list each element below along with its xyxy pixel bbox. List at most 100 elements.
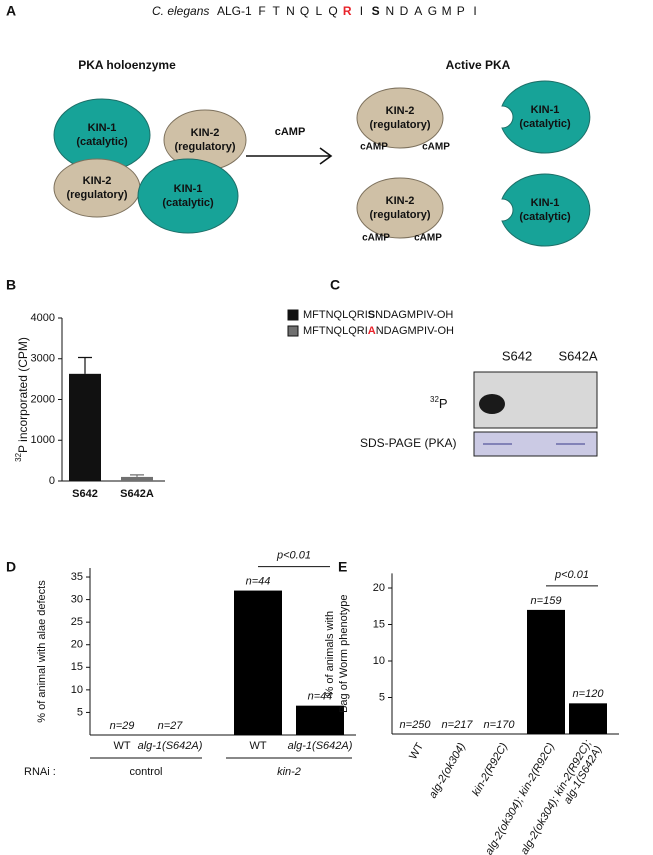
superscript: 32 — [430, 395, 439, 404]
n-label: n=170 — [484, 719, 516, 731]
y-tick-label: 0 — [49, 475, 55, 487]
significance-label: p<0.01 — [554, 569, 589, 581]
protein: ALG-1 — [217, 4, 252, 18]
n-label: n=120 — [573, 688, 605, 700]
catalytic-subunit — [501, 173, 591, 247]
residue: N — [385, 4, 394, 18]
y-tick-label: 10 — [71, 684, 83, 696]
node-label: KIN-1 — [531, 197, 560, 209]
n-label: n=27 — [158, 720, 184, 732]
y-tick-label: 30 — [71, 594, 83, 606]
x-tick-label: alg-2(ok304); kin-2(R92C);alg-1(S642A) — [518, 738, 604, 855]
lane-label: S642 — [502, 348, 532, 363]
residue: P — [457, 4, 465, 18]
y-axis-label-text: P incorporated (CPM) — [16, 337, 30, 453]
y-axis-label: Bag of Worm phenotype — [338, 594, 350, 712]
camp-label: cAMP — [362, 233, 390, 244]
node-label: (regulatory) — [66, 189, 127, 201]
x-tick-label: WT — [113, 740, 130, 752]
regulatory-subunit — [356, 87, 444, 149]
bar — [234, 590, 282, 735]
heading: PKA holoenzyme — [78, 58, 176, 72]
residue: I — [473, 4, 476, 18]
residue: R — [343, 4, 352, 18]
node-label: (catalytic) — [519, 211, 571, 223]
node-label: KIN-2 — [386, 195, 415, 207]
bar — [527, 609, 565, 734]
residue: T — [273, 4, 281, 18]
residue: Q — [300, 4, 309, 18]
y-tick-label: 2000 — [31, 393, 55, 405]
y-tick-label: 20 — [71, 639, 83, 651]
arrow-head — [319, 147, 333, 165]
catalytic-subunit — [501, 80, 591, 154]
legend-swatch — [287, 325, 299, 337]
x-tick-label: alg-1(S642A) — [288, 740, 353, 752]
residue: F — [258, 4, 265, 18]
y-tick-label: 20 — [373, 582, 385, 594]
node-label: (catalytic) — [519, 118, 571, 130]
regulatory-subunit — [356, 177, 444, 239]
bar — [121, 476, 153, 481]
panel-label: C — [330, 277, 340, 293]
n-label: n=250 — [400, 719, 432, 731]
bar — [569, 703, 607, 734]
x-tick-label: alg-1(S642A) — [138, 740, 203, 752]
group-label: control — [129, 766, 162, 778]
active — [356, 80, 591, 247]
residue: G — [428, 4, 437, 18]
x-tick-label: WT — [407, 741, 426, 762]
residue: M — [442, 4, 452, 18]
n-label: n=217 — [442, 719, 474, 731]
residue: D — [400, 4, 409, 18]
panel-label: B — [6, 277, 16, 293]
x-tick-label: WT — [249, 740, 266, 752]
residue: L — [315, 4, 322, 18]
group-prefix: RNAi : — [24, 766, 56, 778]
x-tick-label: S642 — [72, 488, 98, 500]
n-label: n=44 — [246, 575, 271, 587]
error-bar — [130, 474, 144, 477]
camp-label: cAMP — [360, 142, 388, 153]
legend-swatch — [287, 309, 299, 321]
camp-label: cAMP — [422, 142, 450, 153]
panel-label: E — [338, 559, 347, 575]
holoenzyme — [53, 98, 247, 234]
arrow-label: cAMP — [275, 126, 306, 138]
node-label: KIN-2 — [386, 105, 415, 117]
y-tick-label: 4000 — [31, 312, 55, 324]
signal-spot — [479, 394, 505, 414]
residue: Q — [328, 4, 337, 18]
node-label: KIN-1 — [174, 183, 203, 195]
node-label: (catalytic) — [162, 197, 214, 209]
blot: S642 S642A 32P SDS-PAGE (PKA) — [360, 348, 598, 457]
y-tick-label: 5 — [379, 691, 385, 703]
y-tick-label: 25 — [71, 616, 83, 628]
x-tick-label: S642A — [120, 488, 154, 500]
node-label: KIN-1 — [531, 104, 560, 116]
arrow: cAMP — [246, 126, 333, 165]
n-label: n=159 — [531, 595, 562, 607]
y-tick-label: 1000 — [31, 434, 55, 446]
node-label: (regulatory) — [369, 209, 430, 221]
significance-label: p<0.01 — [276, 549, 311, 561]
node-label: KIN-1 — [88, 122, 117, 134]
node-label: (catalytic) — [76, 136, 128, 148]
y-axis-label: 32P incorporated (CPM) — [14, 337, 30, 462]
x-tick-label: kin-2(R92C) — [470, 741, 510, 799]
superscript: 32 — [14, 452, 23, 461]
legend-label: MFTNQLQRISNDAGMPIV-OH — [303, 309, 453, 321]
bar — [69, 373, 101, 481]
n-label: n=44 — [308, 691, 333, 703]
y-axis-label: % of animal with alae defects — [36, 580, 48, 723]
panel-label: D — [6, 559, 16, 575]
row-label-text: P — [439, 396, 448, 411]
node-label: KIN-2 — [191, 127, 220, 139]
row-label: SDS-PAGE (PKA) — [360, 436, 456, 450]
row-label: 32P — [430, 395, 448, 411]
lane-label: S642A — [558, 348, 597, 363]
residue: I — [360, 4, 363, 18]
y-tick-label: 10 — [373, 655, 385, 667]
